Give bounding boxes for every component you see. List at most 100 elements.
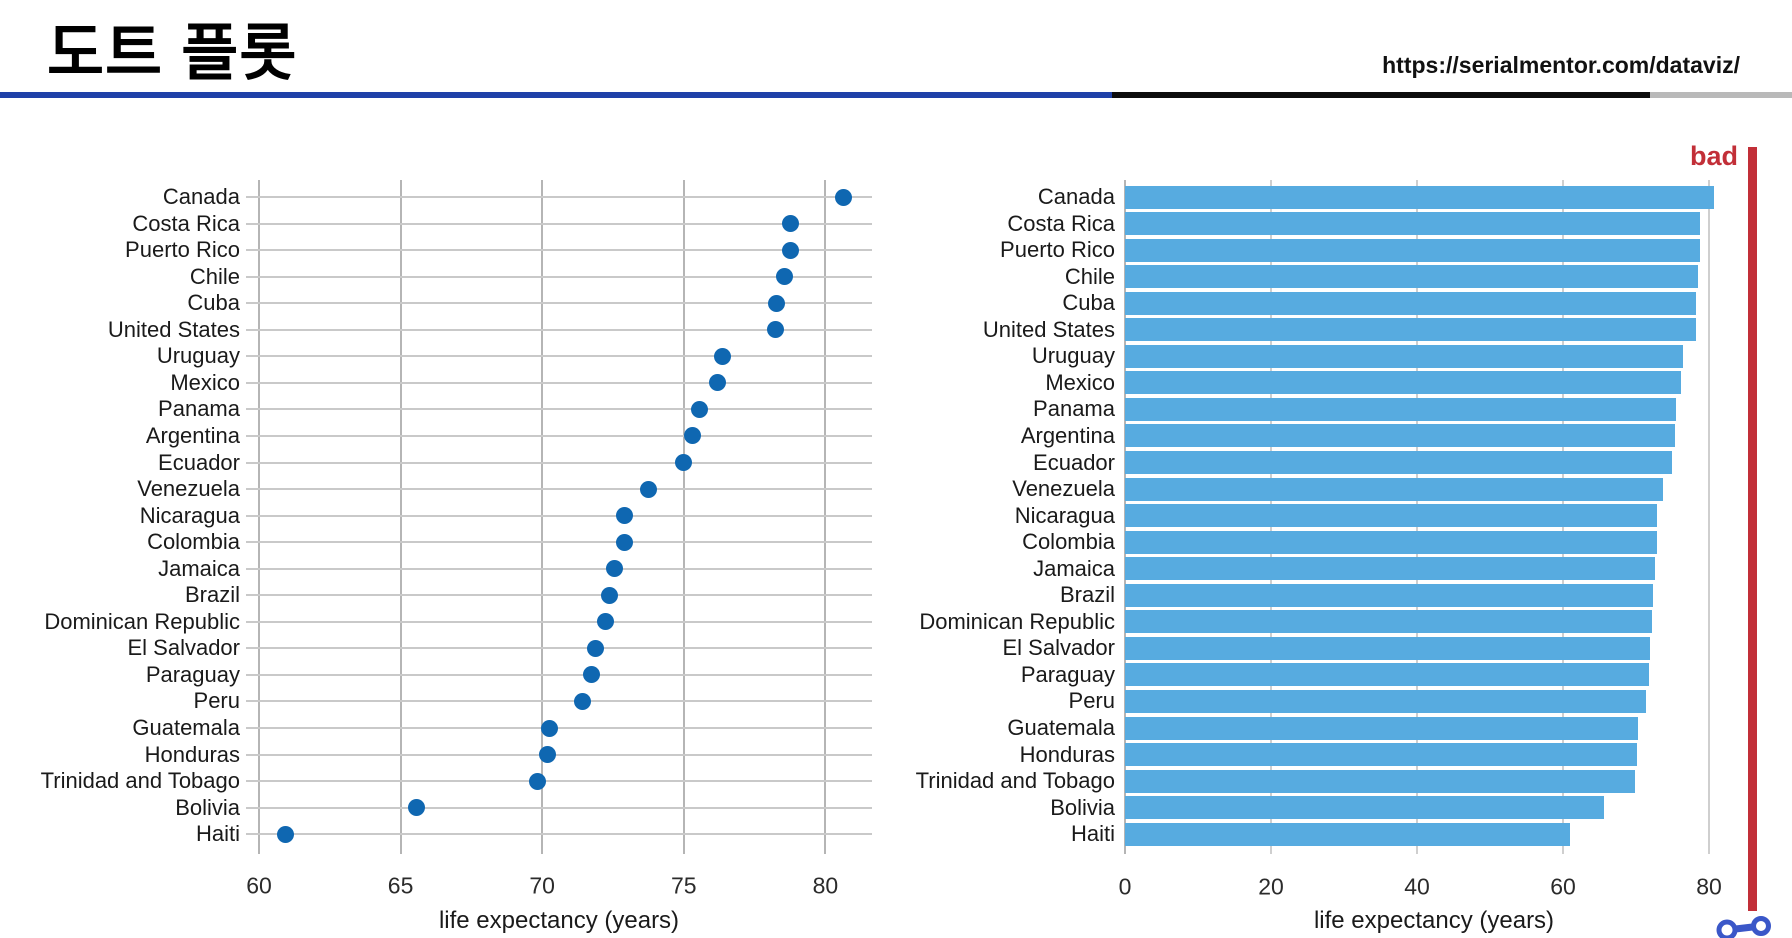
data-point-dot — [615, 533, 633, 551]
data-point-dot — [782, 215, 800, 233]
data-point-dot — [586, 639, 604, 657]
dot-plot-gridline — [541, 180, 544, 854]
bar-chart-category-label: Ecuador — [1033, 449, 1115, 475]
data-bar — [1125, 610, 1653, 634]
dot-plot-row-gridline — [246, 727, 872, 729]
data-point-dot — [775, 268, 793, 286]
divider-black-segment — [1112, 92, 1650, 98]
dot-plot-row-gridline — [246, 673, 872, 676]
dot-plot-category-label: Colombia — [147, 529, 240, 555]
bar-chart-category-label: Honduras — [1019, 741, 1115, 767]
dot-plot-row-gridline — [246, 355, 872, 358]
data-bar — [1125, 477, 1664, 501]
data-point-dot — [583, 666, 601, 684]
data-bar — [1125, 557, 1655, 581]
dot-plot-row-gridline — [246, 594, 872, 597]
bar-chart-category-label: Guatemala — [1007, 715, 1115, 740]
dot-plot-row-gridline — [246, 196, 872, 198]
dot-plot-category-label: Argentina — [145, 422, 240, 448]
data-point-dot — [597, 613, 615, 631]
bar-chart-category-label: Argentina — [1020, 422, 1115, 448]
bar-chart-category-label: Uruguay — [1031, 343, 1115, 369]
data-point-dot — [714, 347, 732, 365]
data-bar — [1125, 424, 1675, 448]
data-bar — [1125, 796, 1604, 820]
dot-plot-category-label: Puerto Rico — [125, 237, 240, 263]
data-bar — [1125, 504, 1658, 528]
dot-plot-row-gridline — [246, 328, 872, 331]
dot-plot-row-gridline — [246, 514, 872, 517]
dot-plot-category-label: Bolivia — [175, 794, 240, 820]
data-bar — [1125, 344, 1683, 368]
dot-plot-category-label: Honduras — [144, 741, 240, 767]
data-bar — [1125, 583, 1654, 607]
source-url: https://serialmentor.com/dataviz/ — [1382, 52, 1740, 78]
bar-chart-category-label: Dominican Republic — [919, 608, 1115, 634]
dot-plot-x-tick: 65 — [387, 872, 414, 899]
dot-plot-row-gridline — [246, 249, 872, 252]
dot-plot-x-tick: 75 — [671, 872, 697, 899]
data-bar — [1125, 212, 1701, 236]
dot-plot-row-gridline — [246, 434, 872, 437]
dot-plot-row-gridline — [246, 381, 872, 384]
dot-plot-category-label: United States — [107, 316, 240, 342]
header-divider — [0, 92, 1792, 98]
dot-plot-row-gridline — [246, 222, 872, 225]
dot-plot-category-label: Venezuela — [137, 476, 240, 502]
bar-chart-category-label: Nicaragua — [1014, 502, 1115, 528]
bar-chart-x-tick: 40 — [1404, 873, 1430, 900]
dot-plot-gridline — [682, 180, 685, 854]
data-bar — [1125, 663, 1649, 687]
dot-plot-row-gridline — [246, 700, 872, 703]
data-point-dot — [767, 294, 785, 312]
data-bar — [1125, 371, 1682, 395]
dot-plot-category-label: Peru — [193, 688, 240, 714]
dot-plot-row-gridline — [246, 302, 872, 305]
data-bar — [1125, 451, 1673, 474]
bar-chart-x-axis-title: life expectancy (years) — [1313, 907, 1555, 934]
bar-chart-category-label: Haiti — [1070, 821, 1115, 847]
dot-plot-row-gridline — [246, 461, 872, 464]
data-point-dot — [573, 692, 591, 710]
bar-chart-x-tick: 20 — [1258, 873, 1284, 900]
data-point-dot — [528, 772, 546, 790]
data-point-dot — [539, 746, 557, 764]
bar-chart-category-label: Costa Rica — [1007, 210, 1115, 236]
dot-plot-category-label: Dominican Republic — [44, 608, 240, 634]
data-bar — [1125, 291, 1697, 315]
dot-plot-row-gridline — [246, 833, 872, 836]
dot-plot-row-gridline — [246, 753, 872, 756]
data-bar — [1125, 689, 1647, 713]
bad-marker-line — [1748, 147, 1757, 911]
dot-plot-category-label: Paraguay — [145, 661, 240, 687]
data-bar — [1125, 530, 1658, 554]
dot-plot-row-gridline — [246, 620, 872, 623]
bar-chart-x-tick: 80 — [1696, 873, 1722, 900]
dot-plot-x-axis-title: life expectancy (years) — [438, 907, 680, 934]
data-bar — [1125, 265, 1699, 289]
data-bar — [1125, 636, 1650, 660]
bar-chart-category-label: El Salvador — [1002, 635, 1115, 661]
bar-chart-category-label: Canada — [1037, 184, 1115, 209]
data-point-dot — [709, 374, 727, 392]
data-bar — [1125, 822, 1570, 846]
data-point-dot — [690, 400, 708, 418]
dot-plot-category-label: Jamaica — [158, 555, 240, 581]
bar-chart-category-label: Peru — [1068, 688, 1115, 714]
data-bar — [1125, 238, 1700, 262]
dot-plot-x-tick: 70 — [529, 872, 555, 899]
data-point-dot — [684, 427, 702, 445]
bar-chart-category-label: Cuba — [1062, 290, 1115, 316]
bar-chart-x-tick: 0 — [1118, 873, 1132, 900]
dot-plot-category-label: Costa Rica — [132, 210, 240, 236]
data-point-dot — [781, 241, 799, 259]
data-bar — [1125, 769, 1635, 793]
dot-plot-row-gridline — [246, 567, 872, 570]
dot-plot-x-tick: 80 — [812, 872, 839, 899]
bar-chart-category-label: Jamaica — [1033, 555, 1115, 581]
bar-chart-category-label: Bolivia — [1050, 794, 1115, 820]
bar-chart-category-label: Chile — [1064, 263, 1115, 289]
data-point-dot — [407, 799, 425, 817]
bar-chart-category-label: Puerto Rico — [1000, 237, 1115, 263]
dot-plot-category-label: Brazil — [184, 582, 240, 608]
